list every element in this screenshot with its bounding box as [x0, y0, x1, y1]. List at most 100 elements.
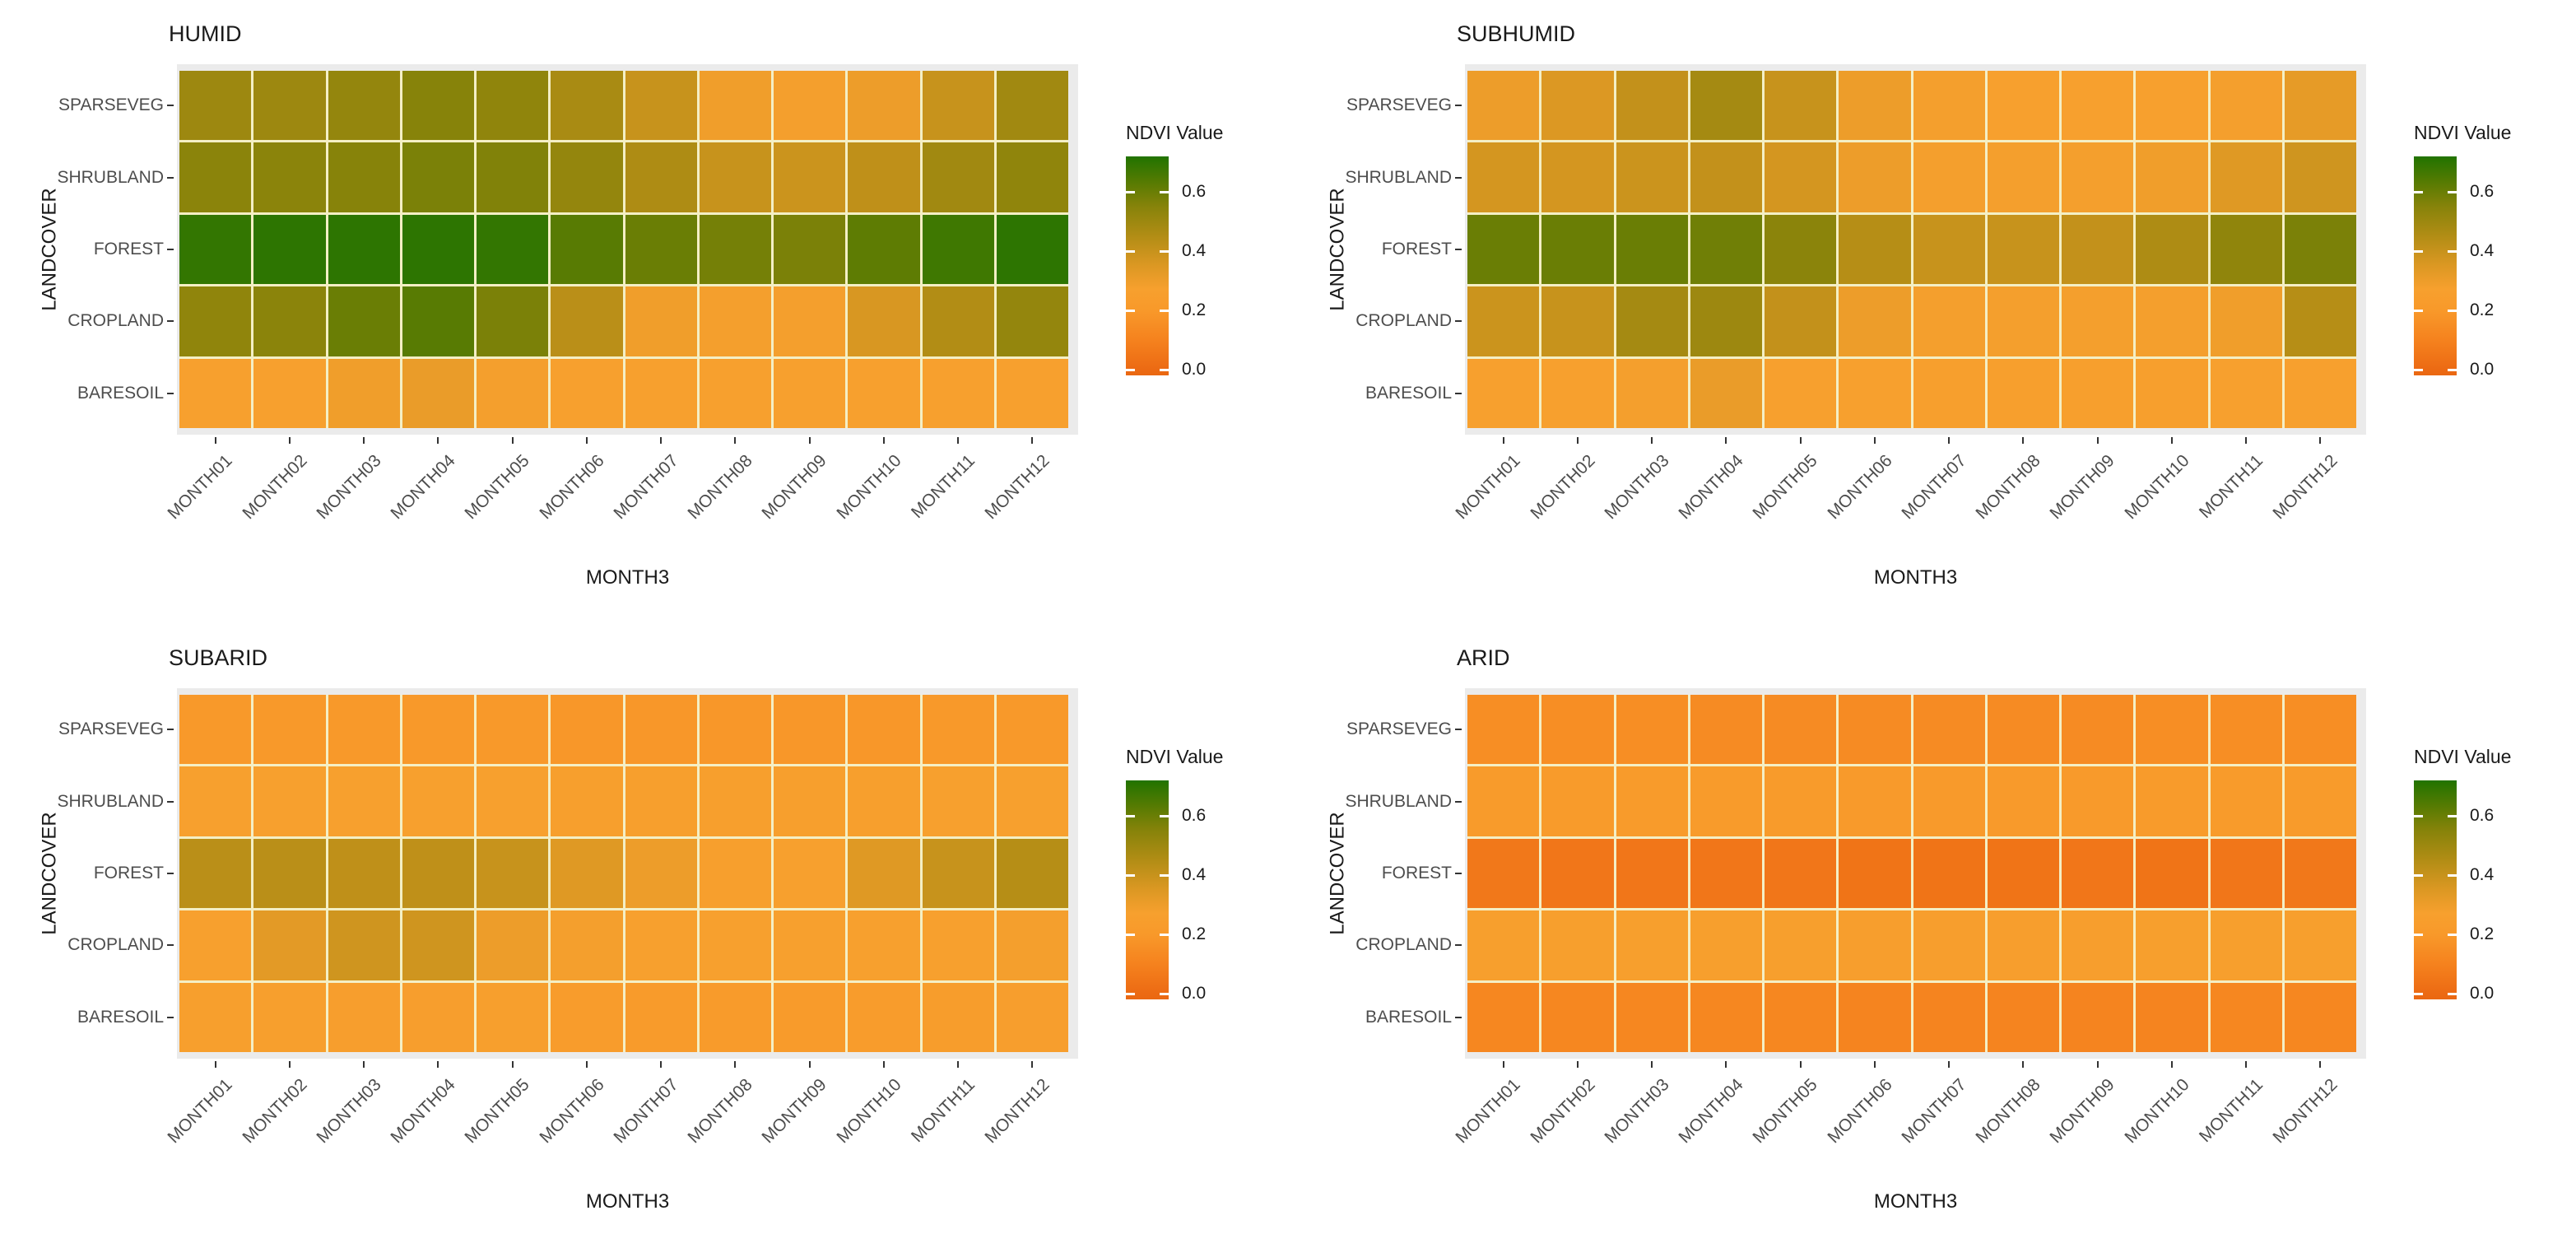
heatmap-cell	[477, 358, 549, 428]
x-axis-title: MONTH3	[585, 1190, 670, 1213]
heatmap-cell	[922, 838, 994, 909]
heatmap-cell	[699, 695, 771, 765]
heatmap-cell	[625, 910, 697, 980]
heatmap-cell	[1616, 214, 1688, 285]
x-tick-label-text: MONTH02	[238, 1075, 311, 1148]
heatmap-cell	[2062, 71, 2134, 141]
heatmap-cell	[922, 71, 994, 141]
legend-tick-label: 0.6	[2470, 806, 2495, 826]
y-tick-label: FOREST	[1381, 864, 1452, 882]
legend-tick-mark	[2448, 874, 2457, 878]
x-tick-label-text: MONTH12	[2269, 451, 2341, 524]
heatmap-cell	[2062, 982, 2134, 1052]
heatmap-cell	[328, 286, 400, 356]
heatmap-cell	[477, 286, 549, 356]
y-axis-title-text: LANDCOVER	[39, 188, 61, 311]
heatmap-cell	[922, 214, 994, 285]
x-tick-label-text: MONTH06	[535, 451, 608, 524]
heatmap-cell	[402, 766, 474, 836]
x-tick-mark	[1576, 437, 1579, 444]
heatmap-cell	[996, 214, 1068, 285]
x-tick-label-text: MONTH01	[1452, 1075, 1524, 1148]
heatmap-cell	[625, 766, 697, 836]
heatmap-grid	[179, 695, 1068, 1052]
y-tick-mark	[1455, 1016, 1462, 1018]
heatmap-cell	[253, 766, 326, 836]
x-tick-mark	[1725, 1061, 1727, 1068]
legend-tick-label: 0.6	[1182, 806, 1207, 826]
heatmap-cell	[179, 71, 252, 141]
heatmap-cell	[328, 910, 400, 980]
heatmap-cell	[2136, 142, 2208, 212]
x-tick-mark	[808, 1061, 811, 1068]
x-tick-mark	[1651, 1061, 1653, 1068]
heatmap-cell	[774, 142, 846, 212]
figure-subarid: SUBARID LANDCOVER SPARSEVEG SHRUBLAND FOREST…	[0, 624, 1288, 1248]
heatmap-cell	[1467, 358, 1540, 428]
heatmap-cell	[2284, 838, 2356, 909]
heatmap-cell	[1839, 766, 1911, 836]
heatmap-cell	[1616, 982, 1688, 1052]
x-tick-mark	[363, 1061, 365, 1068]
x-tick-mark	[2170, 1061, 2173, 1068]
y-tick-mark	[1455, 320, 1462, 323]
x-tick-mark	[1502, 437, 1504, 444]
heatmap-cell	[996, 286, 1068, 356]
y-tick-mark	[1455, 944, 1462, 947]
heatmap-cell	[2136, 286, 2208, 356]
x-tick-label-text: MONTH11	[908, 1075, 979, 1147]
heatmap-cell	[551, 838, 623, 909]
heatmap-cell	[253, 910, 326, 980]
y-tick-label: FOREST	[93, 864, 164, 882]
heatmap-cell	[699, 71, 771, 141]
x-tick-mark	[2022, 437, 2025, 444]
heatmap-cell	[699, 358, 771, 428]
heatmap-cell	[1765, 358, 1837, 428]
x-tick-label-text: MONTH11	[908, 451, 979, 523]
heatmap-cell	[699, 838, 771, 909]
heatmap-cell	[922, 286, 994, 356]
heatmap-cell	[402, 358, 474, 428]
x-tick-mark	[957, 437, 960, 444]
x-tick-label-text: MONTH10	[832, 1075, 905, 1148]
x-tick-mark	[1651, 437, 1653, 444]
heatmap-cell	[1467, 766, 1540, 836]
y-tick-mark	[1455, 105, 1462, 107]
heatmap-cell	[1987, 982, 2059, 1052]
x-tick-mark	[2319, 1061, 2322, 1068]
heatmap-cell	[402, 838, 474, 909]
legend-tick-label: 0.2	[2470, 300, 2495, 319]
x-tick-mark	[214, 1061, 216, 1068]
x-tick-mark	[1799, 437, 1802, 444]
legend-tick-label: 0.4	[2470, 241, 2495, 261]
heatmap-cell	[1467, 838, 1540, 909]
legend-tick-mark	[1160, 933, 1169, 936]
y-axis-title-text: LANDCOVER	[1327, 812, 1349, 935]
heatmap-cell	[922, 142, 994, 212]
x-tick-mark	[1799, 1061, 1802, 1068]
x-tick-label-text: MONTH10	[832, 451, 905, 524]
legend-tick-label: 0.2	[1182, 300, 1207, 319]
heatmap-cell	[1765, 910, 1837, 980]
heatmap-cell	[551, 695, 623, 765]
heatmap-cell	[1467, 910, 1540, 980]
heatmap-cell	[848, 286, 920, 356]
heatmap-cell	[2062, 286, 2134, 356]
y-tick-mark	[167, 320, 174, 323]
heatmap-cell	[2136, 71, 2208, 141]
heatmap-cell	[848, 71, 920, 141]
heatmap-cell	[1839, 142, 1911, 212]
legend-tick-label: 0.4	[2470, 865, 2495, 885]
x-tick-label-text: MONTH05	[1749, 451, 1821, 524]
y-tick-label: SHRUBLAND	[57, 791, 164, 811]
heatmap-cell	[402, 910, 474, 980]
heatmap-cell	[1913, 910, 1985, 980]
y-axis-title-text: LANDCOVER	[39, 812, 61, 935]
heatmap-cell	[253, 982, 326, 1052]
x-tick-mark	[734, 1061, 737, 1068]
heatmap-cell	[1690, 766, 1762, 836]
legend-tick-label: 0.6	[1182, 182, 1207, 202]
x-tick-mark	[288, 437, 291, 444]
y-tick-label: SPARSEVEG	[1346, 719, 1452, 739]
x-tick-mark	[660, 1061, 663, 1068]
